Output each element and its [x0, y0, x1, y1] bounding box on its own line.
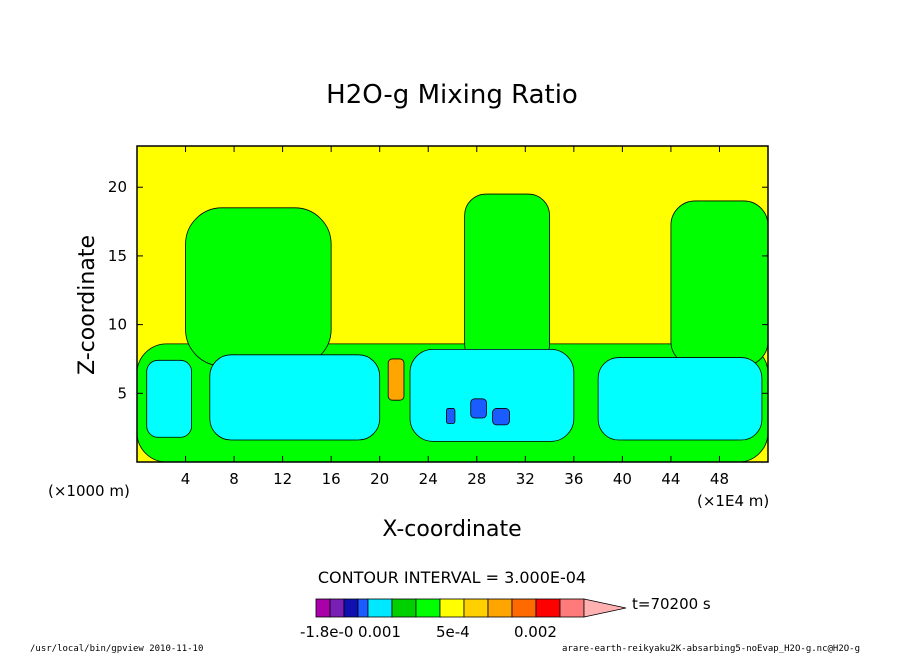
x-unit-left: (×1000 m) [48, 482, 130, 500]
colorbar-labels: -1.8e-0 0.001 5e-4 0.002 [300, 623, 557, 641]
region-moist-column-3 [670, 200, 769, 367]
x-tick-label: 32 [516, 470, 535, 488]
plot-area [136, 145, 769, 463]
colorbar-swatch [415, 598, 441, 618]
colorbar-label: 5e-4 [436, 623, 470, 641]
colorbar-swatch [559, 598, 585, 618]
contour-fields [136, 193, 769, 463]
x-tick-label: 16 [322, 470, 341, 488]
plot-frame [136, 145, 769, 463]
region-dry-layer-4 [597, 357, 763, 441]
y-axis-label: Z-coordinate [75, 235, 100, 375]
footer-left: /usr/local/bin/gpview 2010-11-10 [30, 644, 203, 654]
region-dry-layer-2 [209, 354, 381, 441]
colorbar-swatch [511, 598, 537, 618]
y-axis-ticks: 5 10 15 20 [108, 178, 768, 402]
y-tick-label: 20 [108, 178, 127, 196]
chart-title: H2O-g Mixing Ratio [326, 80, 578, 110]
x-tick-label: 28 [467, 470, 486, 488]
colorbar-swatch [439, 598, 465, 618]
region-min-1 [446, 408, 456, 424]
colorbar-swatch [487, 598, 513, 618]
x-axis-label: X-coordinate [382, 517, 521, 542]
y-tick-label: 10 [108, 316, 127, 334]
x-axis-ticks: 4 8 12 16 20 24 28 32 36 40 44 48 [181, 146, 729, 488]
colorbar-swatch [329, 598, 345, 618]
y-tick-label: 5 [117, 384, 127, 402]
region-dry-layer-1 [146, 359, 193, 438]
colorbar-label: -1.8e-0 [300, 623, 353, 641]
colorbar-swatch [535, 598, 561, 618]
region-min-2 [470, 398, 487, 419]
x-tick-label: 4 [181, 470, 191, 488]
contour-interval: CONTOUR INTERVAL = 3.000E-04 [318, 568, 586, 587]
x-tick-label: 24 [419, 470, 438, 488]
colorbar-arrow [583, 598, 627, 618]
colorbar-swatch [367, 598, 393, 618]
region-moist-column-1 [185, 207, 332, 367]
x-tick-label: 20 [370, 470, 389, 488]
colorbar-label: 0.002 [514, 623, 557, 641]
region-dry-layer-3 [409, 348, 575, 442]
colorbar-swatch [463, 598, 489, 618]
x-tick-label: 44 [661, 470, 680, 488]
colorbar [315, 598, 627, 618]
x-tick-label: 36 [564, 470, 583, 488]
region-min-3 [492, 408, 510, 426]
y-tick-label: 15 [108, 247, 127, 265]
colorbar-swatch [391, 598, 417, 618]
colorbar-swatch [343, 598, 359, 618]
region-moist-column-2 [464, 193, 550, 367]
footer-right: arare-earth-reikyaku2K-absarbing5-noEvap… [562, 644, 860, 654]
x-tick-label: 40 [613, 470, 632, 488]
x-tick-label: 12 [273, 470, 292, 488]
x-tick-label: 48 [710, 470, 729, 488]
time-label: t=70200 s [632, 595, 711, 613]
colorbar-swatch [315, 598, 331, 618]
x-unit-right: (×1E4 m) [697, 492, 769, 510]
region-max-1 [387, 358, 405, 401]
colorbar-label: 0.001 [358, 623, 401, 641]
x-tick-label: 8 [229, 470, 239, 488]
colorbar-swatch [357, 598, 369, 618]
